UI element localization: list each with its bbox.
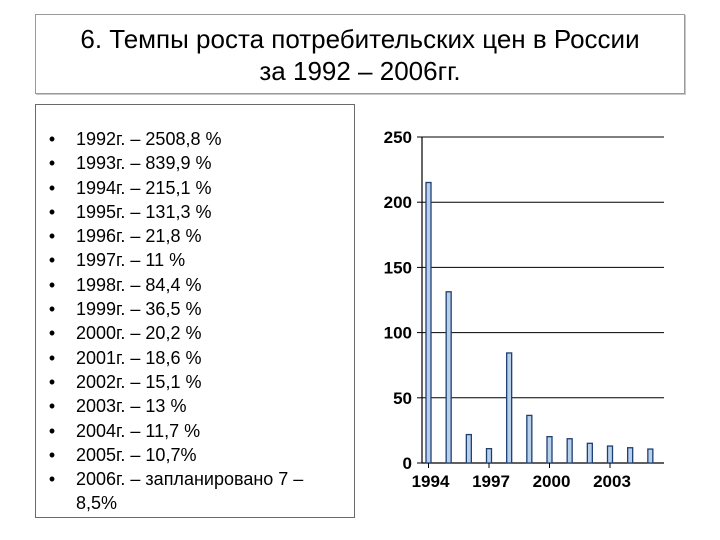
y-tick-label: 0: [403, 454, 412, 473]
list-item: • 1999г. – 36,5 %: [42, 297, 342, 321]
inflation-chart: 0 50 100 150 200 250 1994 1997 2000 2003: [360, 120, 680, 510]
list-item: • 2004г. – 11,7 %: [42, 419, 342, 443]
title-line-1: 6. Темпы роста потребительских цен в Рос…: [80, 24, 640, 54]
list-item-text: 2006г. – запланировано 7 – 8,5%: [76, 469, 304, 514]
list-item: • 2006г. – запланировано 7 – 8,5%: [42, 467, 342, 516]
list-item-text: 1996г. – 21,8 %: [76, 226, 202, 247]
list-item: • 2003г. – 13 %: [42, 394, 342, 418]
slide-title: 6. Темпы роста потребительских цен в Рос…: [35, 14, 685, 94]
y-tick-label: 150: [384, 258, 412, 277]
x-tick-label: 1994: [412, 472, 450, 491]
bullet-icon: •: [48, 323, 56, 344]
bullet-icon: •: [48, 250, 56, 271]
list-item-text: 1993г. – 839,9 %: [76, 153, 212, 174]
x-tick-label: 1997: [472, 472, 510, 491]
bullet-icon: •: [48, 299, 56, 320]
list-item-text: 2002г. – 15,1 %: [76, 371, 202, 392]
bullet-icon: •: [48, 396, 56, 417]
list-item: • 2005г. – 10,7%: [42, 443, 342, 467]
list-item: • 2000г. – 20,2 %: [42, 321, 342, 345]
title-line-2: за 1992 – 2006гг.: [259, 56, 461, 86]
bullet-icon: •: [48, 347, 56, 368]
bullet-icon: •: [48, 177, 56, 198]
list-item-text: 2000г. – 20,2 %: [76, 323, 202, 344]
bar-1999: [526, 414, 533, 464]
list-item-text: 2001г. – 18,6 %: [76, 347, 202, 368]
list-item-text: 2004г. – 11,7 %: [76, 420, 201, 441]
bullet-icon: •: [48, 129, 56, 149]
bullet-icon: •: [48, 274, 56, 295]
bullet-icon: •: [48, 444, 56, 465]
bar-2002: [586, 442, 593, 464]
list-item-text: 1995г. – 131,3 %: [76, 201, 212, 222]
bar-2000: [546, 436, 553, 464]
bar-1995: [445, 291, 452, 464]
bar-2004: [627, 447, 634, 464]
list-item-text: 2005г. – 10,7%: [76, 444, 197, 465]
bullet-icon: •: [48, 469, 56, 490]
bar-2001: [566, 438, 573, 464]
y-tick-label: 100: [384, 324, 412, 343]
list-item-text: 1994г. – 215,1 %: [76, 177, 212, 198]
list-item-text: 1997г. – 11 %: [76, 250, 186, 271]
bullet-icon: •: [48, 153, 56, 174]
inflation-list-box: • 1992г. – 2508,8 % • 1993г. – 839,9 % • 1994…: [35, 104, 355, 518]
list-item: • 1992г. – 2508,8 %: [42, 127, 342, 151]
list-item: • 2002г. – 15,1 %: [42, 370, 342, 394]
list-item: • 1996г. – 21,8 %: [42, 224, 342, 248]
bar-1994: [425, 181, 432, 464]
list-item-text: 1992г. – 2508,8 %: [76, 129, 222, 149]
x-tick-label: 2000: [533, 472, 571, 491]
y-tick-label: 200: [384, 193, 412, 212]
list-item-text: 2003г. – 13 %: [76, 396, 187, 417]
y-tick-label: 250: [384, 128, 412, 147]
list-item: • 2001г. – 18,6 %: [42, 346, 342, 370]
bullet-icon: •: [48, 420, 56, 441]
inflation-list: • 1992г. – 2508,8 % • 1993г. – 839,9 % • 1994…: [42, 127, 342, 516]
list-item: • 1998г. – 84,4 %: [42, 273, 342, 297]
list-item-text: 1998г. – 84,4 %: [76, 274, 202, 295]
list-item: • 1997г. – 11 %: [42, 248, 342, 272]
bullet-icon: •: [48, 371, 56, 392]
list-item: • 1995г. – 131,3 %: [42, 200, 342, 224]
bar-2005: [647, 448, 654, 464]
bar-1998: [506, 352, 513, 464]
list-item: • 1994г. – 215,1 %: [42, 176, 342, 200]
bar-1997: [485, 448, 493, 464]
bullet-icon: •: [48, 226, 56, 247]
list-item: • 1993г. – 839,9 %: [42, 151, 342, 175]
list-item-text: 1999г. – 36,5 %: [76, 299, 202, 320]
bar-2003: [606, 445, 614, 464]
bullet-icon: •: [48, 201, 56, 222]
chart-svg: 0 50 100 150 200 250 1994 1997 2000 2003: [384, 128, 664, 491]
x-tick-label: 2003: [593, 472, 631, 491]
bar-1996: [465, 433, 472, 464]
y-tick-label: 50: [393, 389, 412, 408]
